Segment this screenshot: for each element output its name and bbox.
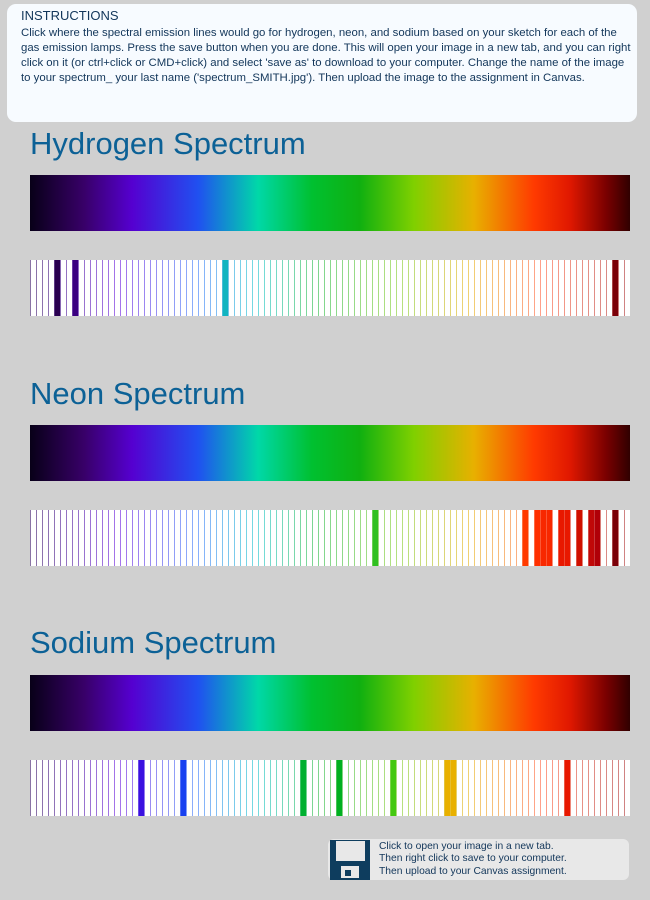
neon-reference-spectrum [30, 425, 630, 481]
emission-line[interactable] [180, 760, 187, 816]
emission-line[interactable] [138, 760, 145, 816]
emission-line[interactable] [546, 510, 553, 566]
emission-line[interactable] [576, 510, 583, 566]
save-text-line-3: Then upload to your Canvas assignment. [379, 865, 567, 877]
sodium-reference-spectrum [30, 675, 630, 731]
emission-line[interactable] [450, 760, 457, 816]
save-text-line-1: Click to open your image in a new tab. [379, 841, 554, 852]
neon-emission-line-picker[interactable] [30, 510, 630, 566]
emission-line[interactable] [222, 260, 229, 316]
hydrogen-spectrum-title: Hydrogen Spectrum [30, 126, 306, 161]
emission-line[interactable] [594, 510, 601, 566]
emission-line[interactable] [300, 760, 307, 816]
instructions-title: INSTRUCTIONS [21, 8, 119, 23]
instructions-text: Click where the spectral emission lines … [21, 27, 631, 84]
emission-line[interactable] [372, 510, 379, 566]
save-floppy-icon[interactable] [330, 840, 370, 880]
emission-line[interactable] [612, 510, 619, 566]
instructions-panel: INSTRUCTIONS Click where the spectral em… [7, 4, 637, 122]
hydrogen-emission-line-picker[interactable] [30, 260, 630, 316]
neon-spectrum-title: Neon Spectrum [30, 376, 246, 411]
emission-line[interactable] [522, 510, 529, 566]
emission-line[interactable] [336, 760, 343, 816]
emission-line[interactable] [534, 510, 541, 566]
emission-line[interactable] [564, 760, 571, 816]
save-text-line-2: Then right click to save to your compute… [379, 853, 567, 865]
emission-line[interactable] [72, 260, 79, 316]
emission-line[interactable] [558, 510, 565, 566]
emission-line[interactable] [54, 260, 61, 316]
emission-line[interactable] [612, 260, 619, 316]
save-instructions[interactable]: Click to open your image in a new tab. T… [379, 841, 567, 878]
hydrogen-reference-spectrum [30, 175, 630, 231]
sodium-emission-line-picker[interactable] [30, 760, 630, 816]
emission-line[interactable] [588, 510, 595, 566]
save-panel: Click to open your image in a new tab. T… [328, 839, 629, 880]
emission-line[interactable] [540, 510, 547, 566]
emission-line[interactable] [564, 510, 571, 566]
emission-line[interactable] [444, 760, 451, 816]
emission-line[interactable] [390, 760, 397, 816]
sodium-spectrum-title: Sodium Spectrum [30, 625, 277, 660]
